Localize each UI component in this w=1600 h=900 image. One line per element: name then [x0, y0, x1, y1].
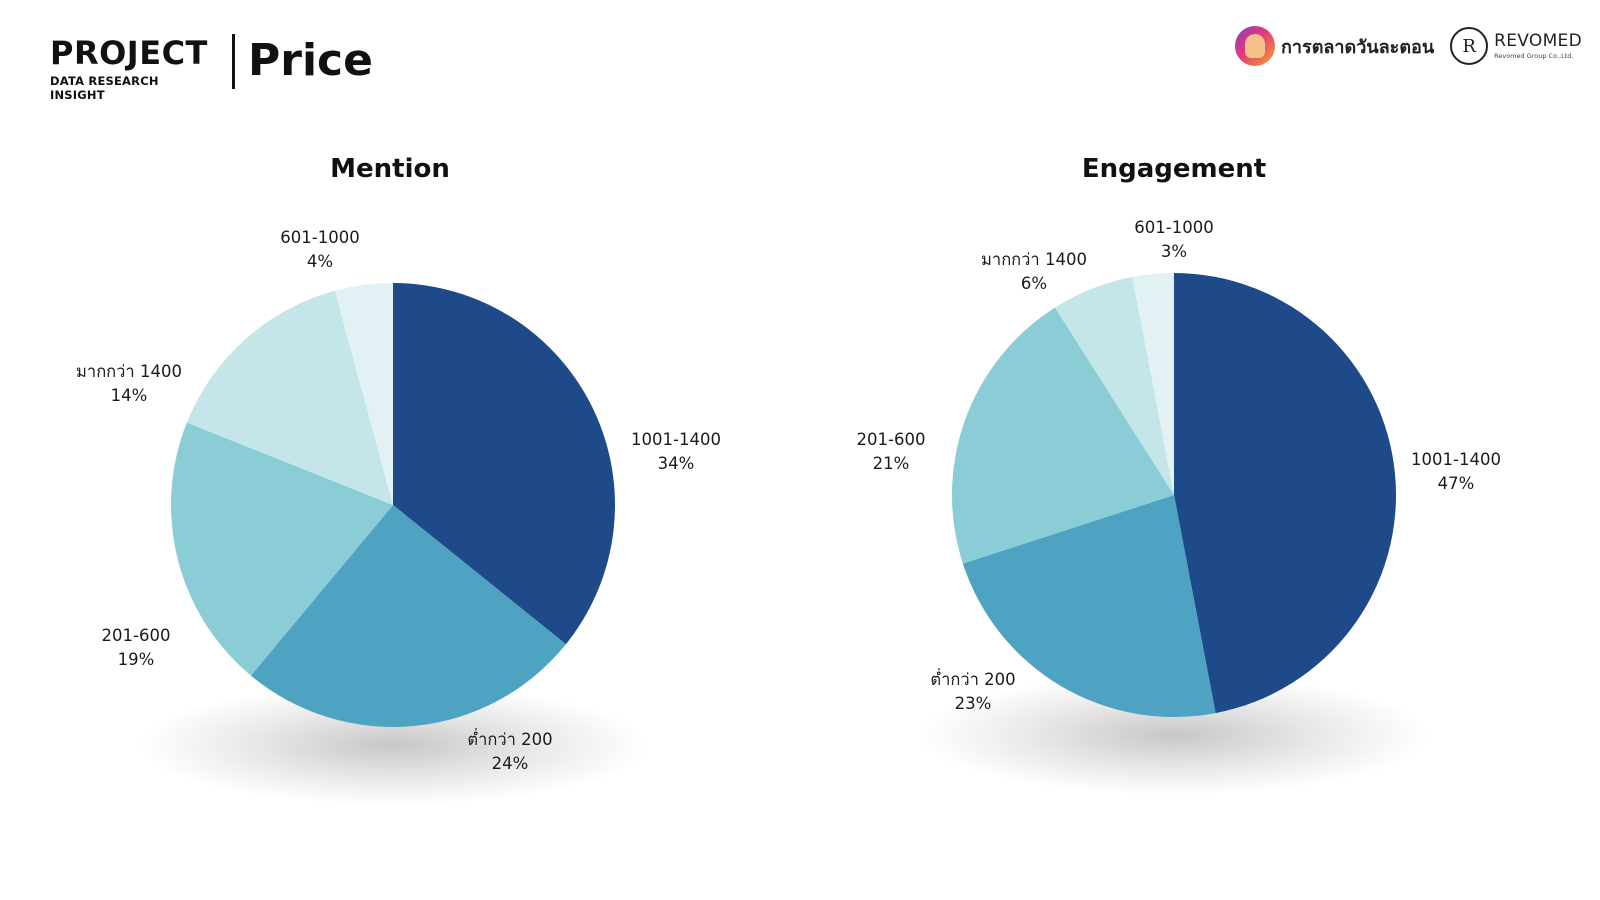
engagement-slice-label-1: ต่ำกว่า 200 23%: [930, 668, 1015, 713]
revomed-logo-text: REVOMED Revomed Group Co.,Ltd.: [1494, 30, 1582, 60]
partner-logos: การตลาดวันละตอน R REVOMED Revomed Group …: [1235, 24, 1582, 68]
revomed-logo-sub: Revomed Group Co.,Ltd.: [1494, 51, 1574, 60]
mention-slice-1: [250, 505, 566, 727]
mention-slice-label-3: มากกว่า 1400 14%: [76, 362, 182, 405]
header-divider: [232, 34, 235, 89]
mention-slice-label-4: 601-1000 4%: [280, 228, 359, 271]
brand-block: PROJECT DATA RESEARCH INSIGHT: [50, 36, 215, 102]
mention-slice-3: [186, 290, 393, 505]
engagement-slice-2: [952, 307, 1174, 564]
marketing-logo-text: การตลาดวันละตอน: [1281, 36, 1435, 58]
revomed-logo-icon: R: [1450, 27, 1489, 65]
engagement-slice-4: [1132, 273, 1174, 495]
mention-slice-2: [170, 422, 393, 676]
mention-chart-title: Mention: [330, 154, 450, 184]
mention-slice-label-1: ต่ำกว่า 200 24%: [467, 728, 552, 773]
revomed-logo-name: REVOMED: [1494, 30, 1582, 51]
mention-pie-shadow: [137, 685, 649, 805]
engagement-slice-1: [962, 495, 1216, 718]
mention-slice-0: [393, 283, 615, 645]
mention-slice-label-2: 201-600 19%: [102, 626, 171, 669]
marketing-logo-icon: [1235, 26, 1276, 66]
mention-slice-4: [334, 282, 393, 505]
engagement-chart-title: Engagement: [1081, 154, 1267, 184]
engagement-slice-0: [1174, 273, 1397, 714]
page-title: Price: [248, 35, 373, 86]
brand-title: PROJECT: [50, 34, 208, 72]
engagement-slice-label-2: 201-600 21%: [857, 430, 926, 473]
engagement-slice-label-3: มากกว่า 1400 6%: [981, 250, 1087, 293]
engagement-slice-label-4: 601-1000 3%: [1134, 218, 1213, 261]
engagement-slice-label-0: 1001-1400 47%: [1411, 450, 1501, 493]
engagement-pie-shadow: [918, 675, 1430, 795]
brand-subtitle: DATA RESEARCH INSIGHT: [50, 74, 159, 102]
engagement-slice-3: [1055, 276, 1174, 495]
header: PROJECT DATA RESEARCH INSIGHT Price การต…: [0, 0, 1600, 110]
mention-slice-label-0: 1001-1400 34%: [631, 430, 721, 473]
